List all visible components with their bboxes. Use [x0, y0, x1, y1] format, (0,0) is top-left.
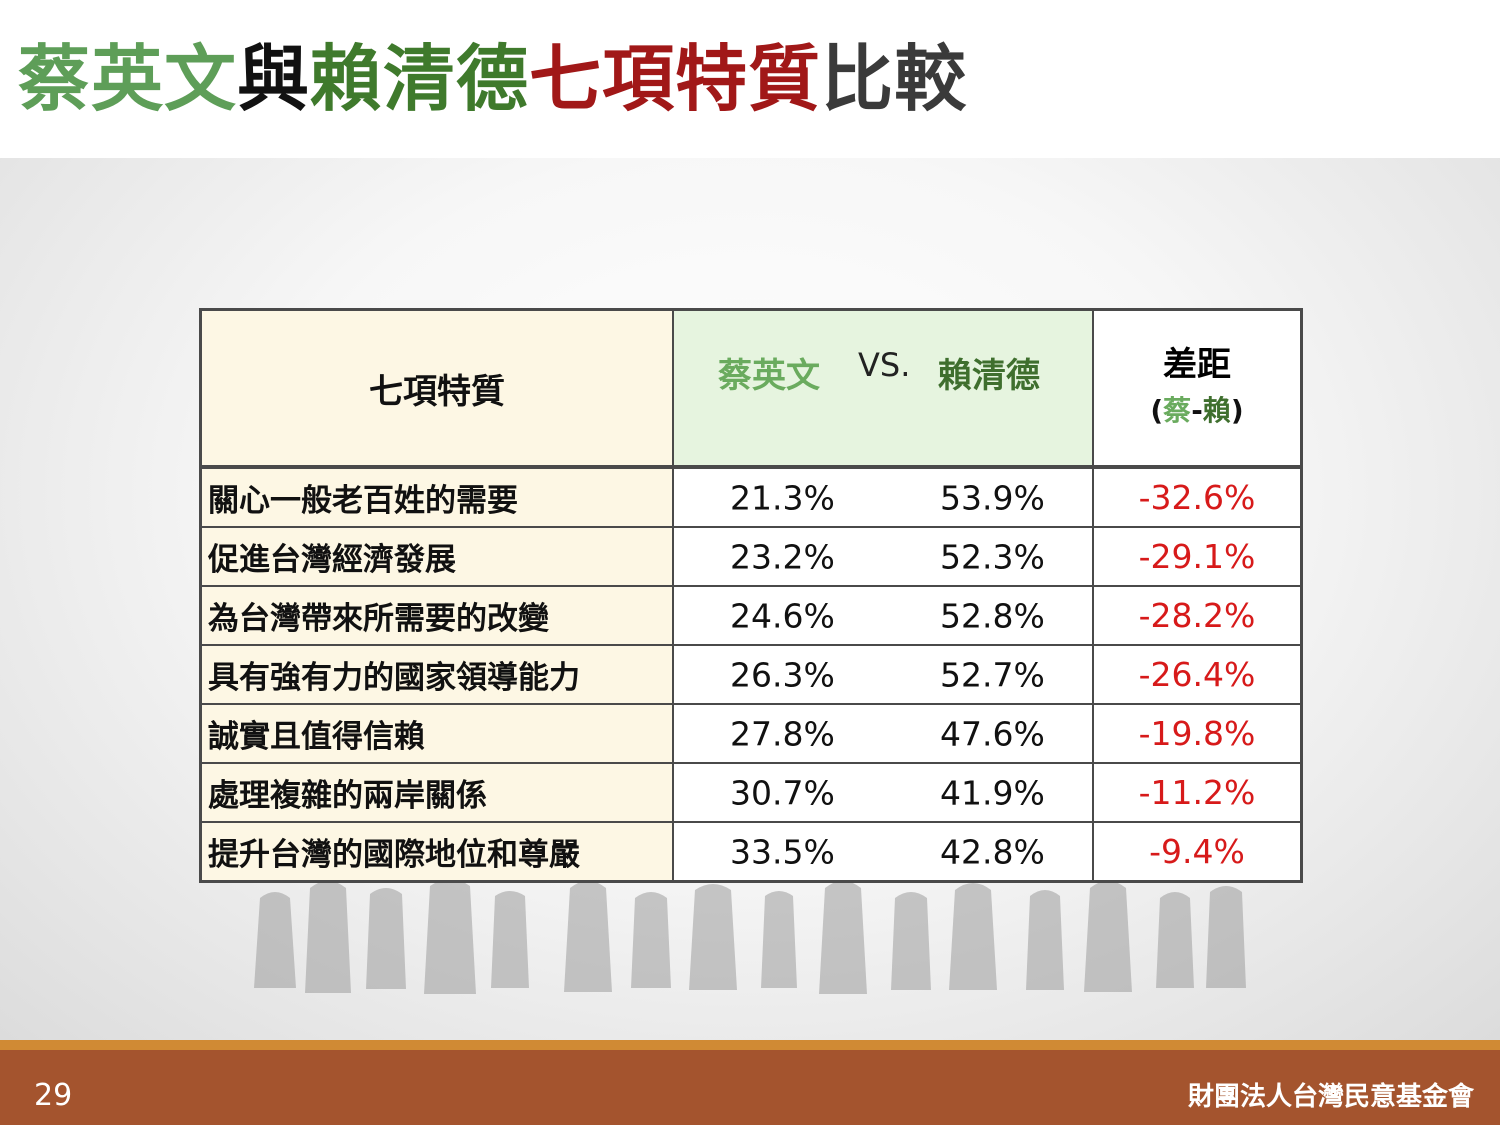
- page-number: 29: [34, 1078, 73, 1113]
- title-part-tsai: 蔡英文: [18, 37, 238, 121]
- lai-value: 52.3%: [940, 537, 1045, 576]
- header-lai: 賴清德: [938, 356, 1040, 396]
- header-tsai: 蔡英文: [718, 356, 820, 396]
- header-candidates: 蔡英文 VS. 賴清德: [672, 308, 1094, 469]
- table-row: 促進台灣經濟發展 23.2% 52.3% -29.1%: [199, 526, 1303, 587]
- formula-minus: -: [1191, 394, 1203, 427]
- trait-cell: 關心一般老百姓的需要: [199, 466, 674, 528]
- tsai-value: 27.8%: [730, 714, 835, 753]
- formula-lai: 賴: [1202, 394, 1231, 427]
- header-traits: 七項特質: [199, 308, 674, 469]
- values-cell: 24.6% 52.8%: [672, 585, 1094, 646]
- lai-value: 47.6%: [940, 714, 1045, 753]
- crowd-silhouette-illustration: [254, 879, 1246, 994]
- title-part-lai: 賴清德: [310, 37, 530, 121]
- values-cell: 33.5% 42.8%: [672, 821, 1094, 883]
- values-cell: 23.2% 52.3%: [672, 526, 1094, 587]
- tsai-value: 23.2%: [730, 537, 835, 576]
- difference-cell: -28.2%: [1092, 585, 1303, 646]
- table-row: 具有強有力的國家領導能力 26.3% 52.7% -26.4%: [199, 644, 1303, 705]
- lai-value: 41.9%: [940, 773, 1045, 812]
- traits-comparison-table: 七項特質 蔡英文 VS. 賴清德 差距 (蔡-賴) 關心一般老百姓的需要 21.…: [199, 308, 1303, 883]
- trait-cell: 處理複雜的兩岸關係: [199, 762, 674, 823]
- lai-value: 52.7%: [940, 655, 1045, 694]
- table-row: 提升台灣的國際地位和尊嚴 33.5% 42.8% -9.4%: [199, 821, 1303, 883]
- difference-cell: -11.2%: [1092, 762, 1303, 823]
- formula-close-paren: ): [1230, 394, 1244, 427]
- values-cell: 21.3% 53.9%: [672, 466, 1094, 528]
- table-row: 為台灣帶來所需要的改變 24.6% 52.8% -28.2%: [199, 585, 1303, 646]
- header-difference-label: 差距: [1163, 345, 1231, 385]
- trait-cell: 具有強有力的國家領導能力: [199, 644, 674, 705]
- tsai-value: 30.7%: [730, 773, 835, 812]
- tsai-value: 33.5%: [730, 832, 835, 871]
- difference-cell: -29.1%: [1092, 526, 1303, 587]
- table-row: 處理複雜的兩岸關係 30.7% 41.9% -11.2%: [199, 762, 1303, 823]
- lai-value: 53.9%: [940, 478, 1045, 517]
- difference-cell: -19.8%: [1092, 703, 1303, 764]
- lai-value: 52.8%: [940, 596, 1045, 635]
- tsai-value: 21.3%: [730, 478, 835, 517]
- difference-cell: -32.6%: [1092, 466, 1303, 528]
- formula-open-paren: (: [1150, 394, 1164, 427]
- table-row: 關心一般老百姓的需要 21.3% 53.9% -32.6%: [199, 466, 1303, 528]
- difference-cell: -9.4%: [1092, 821, 1303, 883]
- values-cell: 26.3% 52.7%: [672, 644, 1094, 705]
- header-difference: 差距 (蔡-賴): [1092, 308, 1303, 469]
- lai-value: 42.8%: [940, 832, 1045, 871]
- trait-cell: 誠實且值得信賴: [199, 703, 674, 764]
- organization-name: 財團法人台灣民意基金會: [1187, 1082, 1474, 1112]
- table-row: 誠實且值得信賴 27.8% 47.6% -19.8%: [199, 703, 1303, 764]
- trait-cell: 為台灣帶來所需要的改變: [199, 585, 674, 646]
- difference-cell: -26.4%: [1092, 644, 1303, 705]
- header-vs: VS.: [858, 346, 911, 384]
- trait-cell: 提升台灣的國際地位和尊嚴: [199, 821, 674, 883]
- table-header-row: 七項特質 蔡英文 VS. 賴清德 差距 (蔡-賴): [199, 308, 1303, 469]
- values-cell: 30.7% 41.9%: [672, 762, 1094, 823]
- values-cell: 27.8% 47.6%: [672, 703, 1094, 764]
- tsai-value: 24.6%: [730, 596, 835, 635]
- title-part-compare: 比較: [821, 37, 968, 121]
- header-difference-formula: (蔡-賴): [1094, 388, 1300, 434]
- trait-cell: 促進台灣經濟發展: [199, 526, 674, 587]
- title-part-and: 與: [237, 37, 311, 121]
- title-part-traits: 七項特質: [529, 37, 822, 121]
- title-band: 蔡英文與賴清德七項特質比較: [0, 0, 1500, 158]
- tsai-value: 26.3%: [730, 655, 835, 694]
- formula-tsai: 蔡: [1163, 394, 1192, 427]
- footer-band: 29 財團法人台灣民意基金會: [0, 1040, 1500, 1125]
- slide-title: 蔡英文與賴清德七項特質比較: [18, 24, 967, 134]
